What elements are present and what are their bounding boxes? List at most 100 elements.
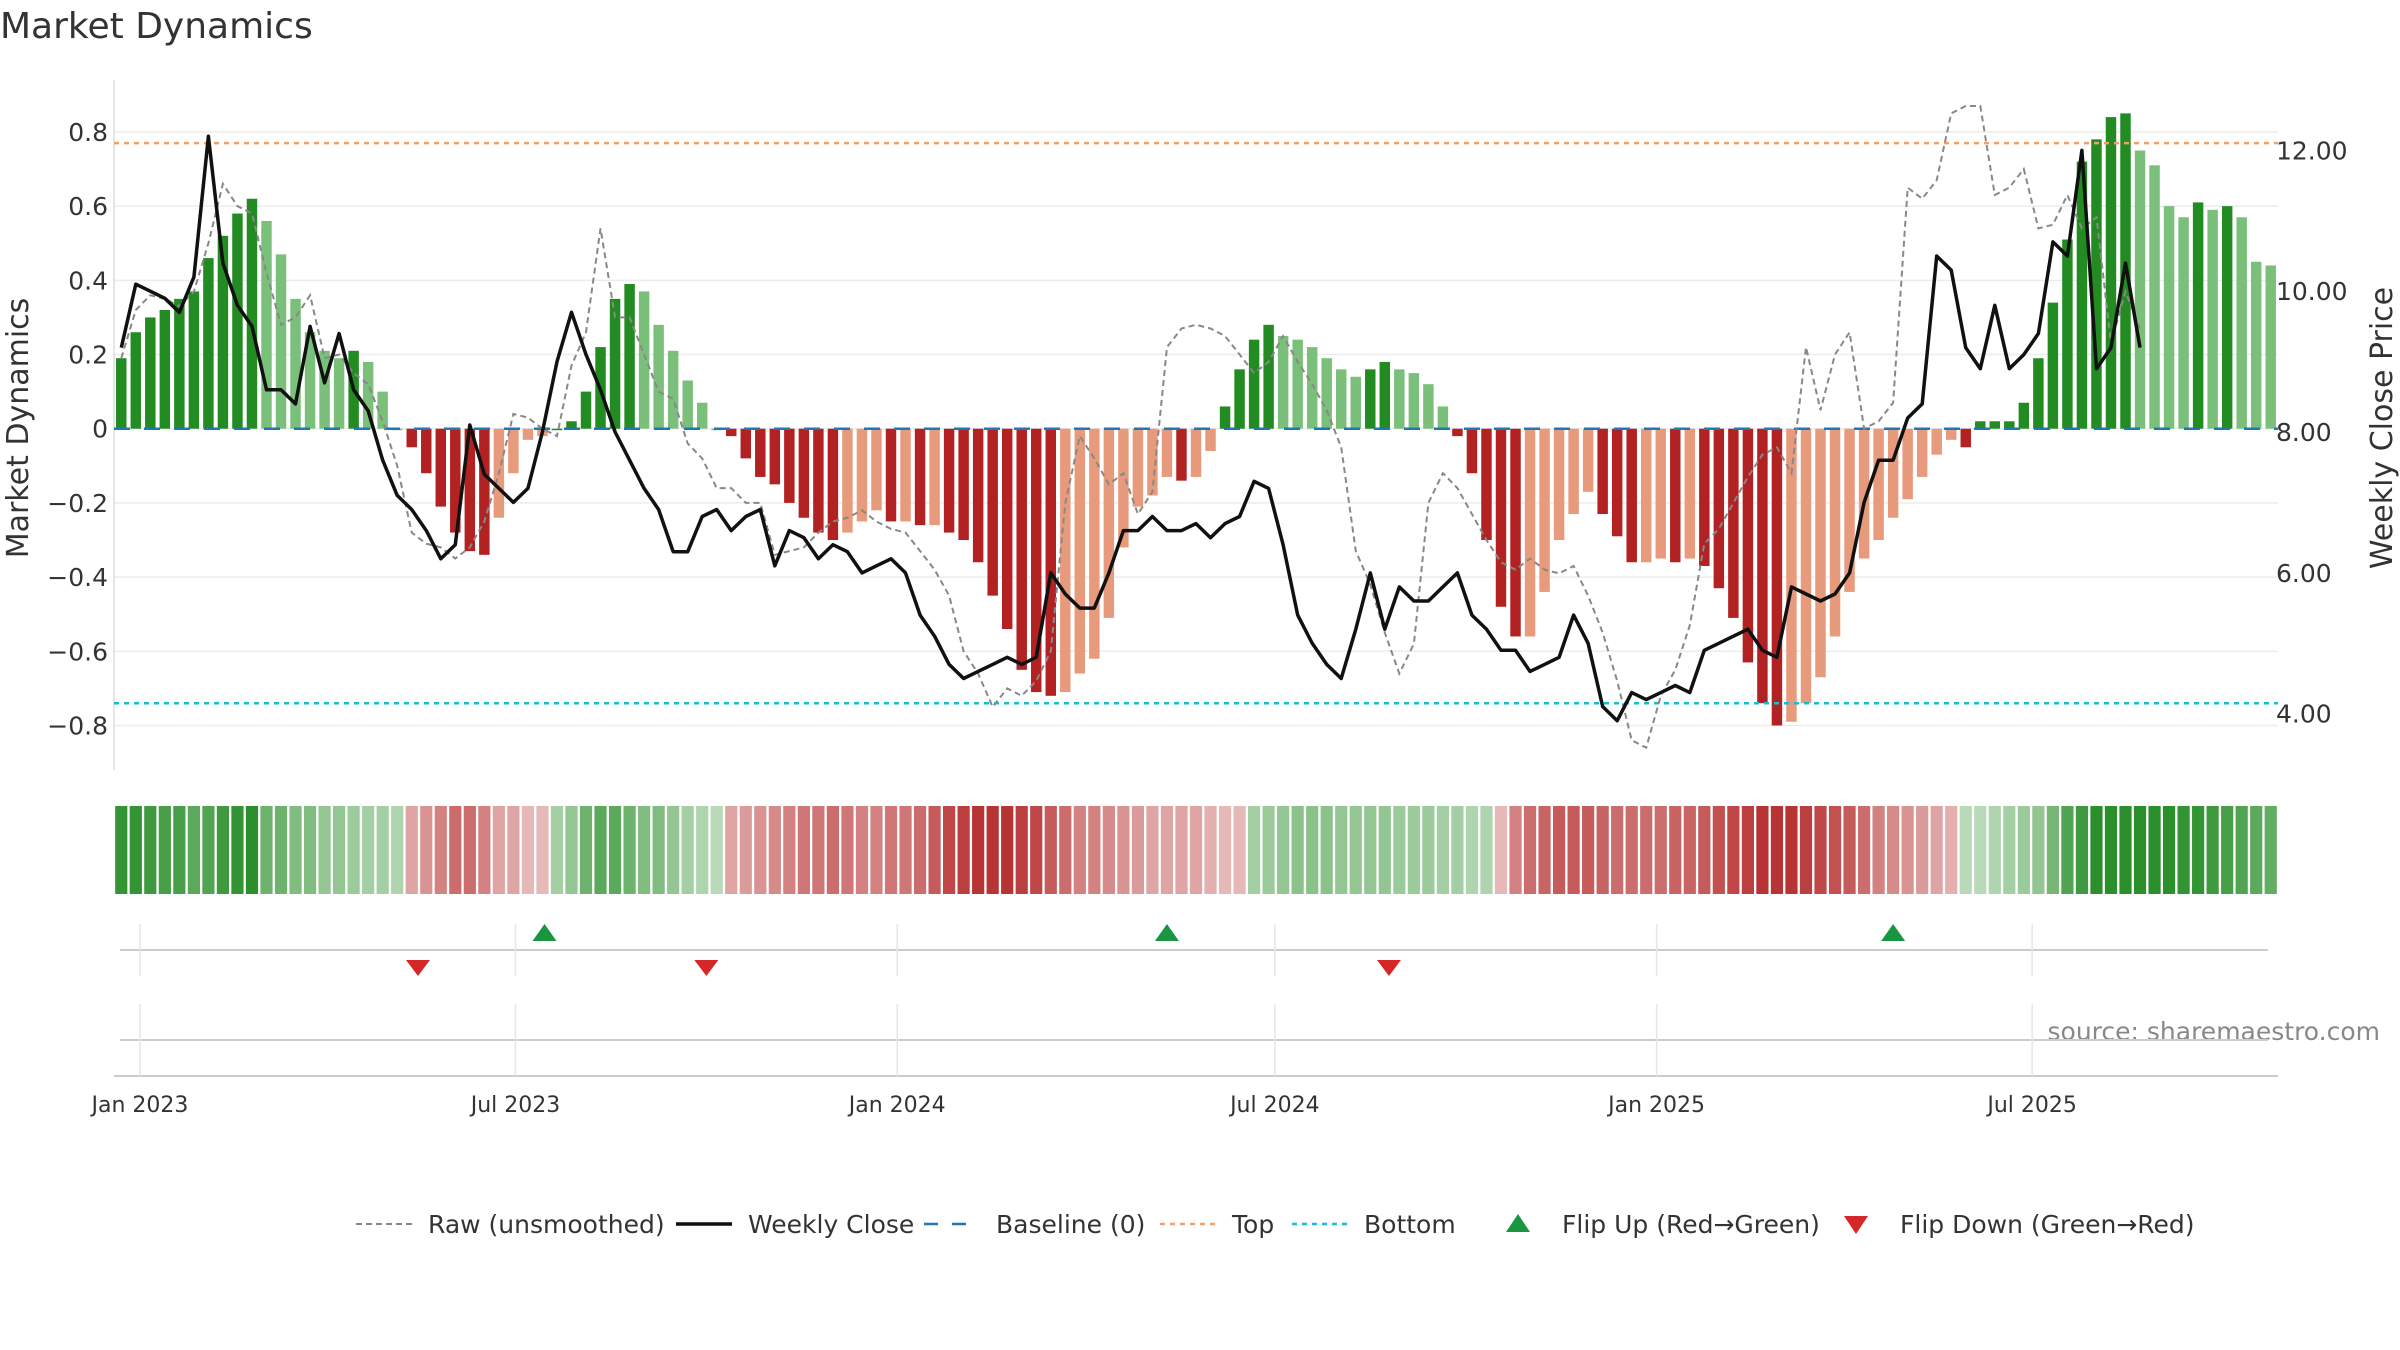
regime-cell [1945, 806, 1958, 894]
regime-cell [1160, 806, 1174, 894]
momentum-bar [1190, 428, 1202, 477]
momentum-bar [1771, 428, 1783, 726]
momentum-bar [1118, 428, 1129, 548]
regime-cell [1625, 806, 1638, 894]
momentum-bar [1321, 358, 1332, 429]
legend-label: Flip Up (Red→Green) [1562, 1210, 1820, 1239]
momentum-bar [958, 428, 969, 540]
legend: Raw (unsmoothed) Weekly Close Baseline (0)… [356, 1210, 2195, 1239]
regime-cell [972, 806, 985, 894]
momentum-bar [1423, 384, 1434, 429]
flip-down-marker [694, 960, 719, 976]
momentum-bar [1582, 428, 1594, 492]
momentum-bar [1887, 428, 1899, 518]
regime-cell [231, 806, 244, 894]
momentum-bar [1452, 428, 1463, 437]
legend-label: Baseline (0) [996, 1210, 1145, 1239]
regime-cell [1364, 806, 1377, 894]
regime-cell [1291, 806, 1304, 894]
regime-cell [884, 806, 898, 894]
regime-cell [2192, 806, 2205, 894]
left-tick-label: 0.8 [68, 118, 108, 147]
momentum-bar [885, 428, 897, 522]
regime-cell [2162, 806, 2176, 894]
momentum-bar [1466, 428, 1478, 474]
momentum-bar [1292, 339, 1303, 429]
regime-cell [347, 806, 360, 894]
regime-cell [536, 806, 549, 894]
momentum-bar [1408, 373, 1420, 429]
momentum-bar [1539, 428, 1550, 592]
momentum-bar [1989, 421, 2001, 429]
momentum-bar [1248, 339, 1260, 429]
legend-label: Raw (unsmoothed) [428, 1210, 665, 1239]
regime-cell [870, 806, 883, 894]
momentum-bar [203, 258, 214, 429]
regime-cell [1378, 806, 1391, 894]
momentum-bar [1626, 428, 1637, 563]
chart-title: Market Dynamics [0, 6, 313, 47]
momentum-bar [1016, 428, 1027, 670]
legend-label: Flip Down (Green→Red) [1900, 1210, 2195, 1239]
regime-cell [565, 806, 578, 894]
momentum-bar [275, 254, 287, 429]
momentum-bar [827, 428, 839, 540]
momentum-bar [1902, 428, 1913, 500]
legend-item: Raw (unsmoothed) [356, 1210, 665, 1239]
regime-cell [1523, 806, 1537, 894]
left-tick-label: −0.2 [47, 489, 108, 518]
regime-cell [1277, 806, 1290, 894]
regime-cell [1117, 806, 1130, 894]
regime-cell [1335, 806, 1348, 894]
regime-cell [303, 806, 317, 894]
regime-cell [913, 806, 927, 894]
grid [113, 80, 2278, 770]
regime-cell [1436, 806, 1449, 894]
momentum-bar [435, 428, 447, 507]
left-tick-label: −0.4 [47, 563, 108, 592]
right-axis-ticks: 4.00 6.00 8.00 10.00 12.00 [2276, 136, 2348, 728]
momentum-bar [2062, 239, 2073, 429]
regime-cell [1582, 806, 1595, 894]
regime-cell [434, 806, 447, 894]
momentum-bar [1437, 406, 1449, 429]
flip-markers-panel [120, 924, 2268, 976]
regime-cell [1494, 806, 1508, 894]
momentum-bar [1045, 428, 1056, 696]
momentum-bar [522, 428, 534, 440]
regime-cell [1059, 806, 1072, 894]
momentum-bar [1873, 428, 1884, 540]
left-axis-ticks: −0.8 −0.6 −0.4 −0.2 0 0.2 0.4 0.6 0.8 [47, 118, 108, 741]
momentum-bar [421, 428, 432, 474]
momentum-bar [319, 350, 330, 429]
regime-cell [202, 806, 215, 894]
momentum-bar [1001, 428, 1013, 630]
momentum-bar [2163, 206, 2175, 429]
momentum-bar [900, 428, 911, 522]
momentum-bar [2236, 217, 2247, 429]
right-axis-label: Weekly Close Price [2365, 287, 2400, 569]
weekly-close-series [119, 134, 2142, 723]
momentum-bar [1031, 428, 1042, 693]
legend-item: Bottom [1292, 1210, 1456, 1239]
regime-cell [1465, 806, 1479, 894]
momentum-bar [159, 310, 171, 429]
regime-cell [1204, 806, 1217, 894]
regime-cell [797, 806, 810, 894]
regime-cell [318, 806, 331, 894]
legend-label: Weekly Close [748, 1210, 914, 1239]
empty-bottom-panel [114, 1039, 2278, 1077]
momentum-bar [856, 428, 868, 522]
momentum-bar [914, 428, 926, 526]
momentum-bar [290, 298, 301, 429]
regime-cell [1189, 806, 1203, 894]
momentum-bar [1132, 428, 1144, 507]
regime-cell [1828, 806, 1842, 894]
momentum-bar [1060, 428, 1071, 693]
regime-cell [2235, 806, 2248, 894]
momentum-bar [1757, 428, 1768, 704]
regime-cell [855, 806, 869, 894]
regime-cell [1611, 806, 1624, 894]
regime-cell [1770, 806, 1784, 894]
regime-cell [1233, 806, 1246, 894]
